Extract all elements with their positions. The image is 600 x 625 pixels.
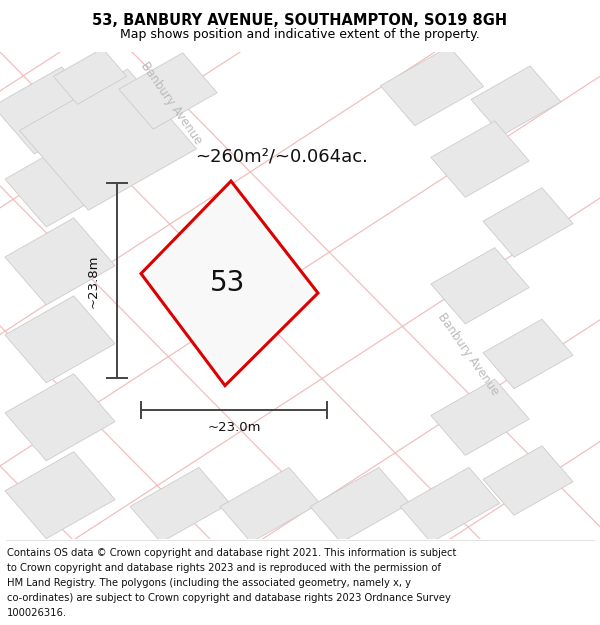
Polygon shape	[400, 468, 500, 542]
Text: ~260m²/~0.064ac.: ~260m²/~0.064ac.	[196, 148, 368, 166]
Polygon shape	[310, 468, 410, 542]
Polygon shape	[471, 66, 561, 136]
Polygon shape	[20, 69, 196, 210]
Polygon shape	[5, 296, 115, 383]
Polygon shape	[431, 248, 529, 324]
Polygon shape	[5, 374, 115, 461]
Text: Contains OS data © Crown copyright and database right 2021. This information is : Contains OS data © Crown copyright and d…	[7, 548, 457, 558]
Polygon shape	[130, 468, 230, 542]
Polygon shape	[380, 47, 484, 126]
Polygon shape	[5, 218, 115, 305]
Polygon shape	[483, 446, 573, 515]
Text: ~23.0m: ~23.0m	[207, 421, 261, 434]
Polygon shape	[119, 53, 217, 129]
Polygon shape	[5, 452, 115, 539]
Polygon shape	[431, 379, 529, 456]
Polygon shape	[5, 140, 115, 227]
Polygon shape	[431, 121, 529, 198]
Polygon shape	[0, 67, 103, 154]
Text: Map shows position and indicative extent of the property.: Map shows position and indicative extent…	[120, 28, 480, 41]
Text: co-ordinates) are subject to Crown copyright and database rights 2023 Ordnance S: co-ordinates) are subject to Crown copyr…	[7, 592, 451, 602]
Polygon shape	[483, 188, 573, 257]
Polygon shape	[141, 181, 318, 386]
Text: Banbury Avenue: Banbury Avenue	[138, 59, 204, 147]
Text: 53: 53	[211, 269, 245, 298]
Text: to Crown copyright and database rights 2023 and is reproduced with the permissio: to Crown copyright and database rights 2…	[7, 562, 441, 572]
Text: Banbury Avenue: Banbury Avenue	[435, 311, 501, 398]
Polygon shape	[220, 468, 320, 542]
Polygon shape	[483, 319, 573, 389]
Polygon shape	[53, 48, 127, 104]
Text: HM Land Registry. The polygons (including the associated geometry, namely x, y: HM Land Registry. The polygons (includin…	[7, 578, 411, 587]
Text: 100026316.: 100026316.	[7, 608, 67, 618]
Text: ~23.8m: ~23.8m	[86, 254, 100, 308]
Text: 53, BANBURY AVENUE, SOUTHAMPTON, SO19 8GH: 53, BANBURY AVENUE, SOUTHAMPTON, SO19 8G…	[92, 13, 508, 28]
